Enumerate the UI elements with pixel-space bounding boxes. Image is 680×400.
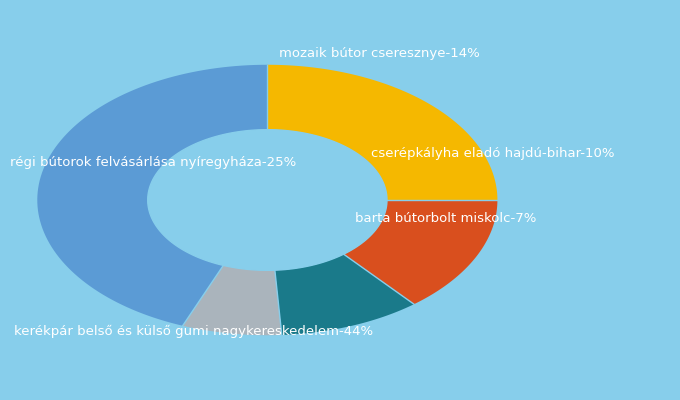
Text: kerékpár belső és külső gumi nagykereskedelem-44%: kerékpár belső és külső gumi nagykereske… (14, 325, 373, 338)
Polygon shape (275, 254, 414, 335)
Polygon shape (37, 65, 267, 326)
Text: régi bútorok felvásárlása nyíregyháza-25%: régi bútorok felvásárlása nyíregyháza-25… (10, 156, 296, 169)
Text: barta bútorbolt miskolc-7%: barta bútorbolt miskolc-7% (355, 212, 536, 225)
Polygon shape (183, 265, 282, 335)
Polygon shape (148, 130, 387, 270)
Polygon shape (343, 200, 497, 304)
Text: mozaik bútor cseresznye-14%: mozaik bútor cseresznye-14% (279, 47, 479, 60)
Text: cserépkályha eladó hajdú-bihar-10%: cserépkályha eladó hajdú-bihar-10% (371, 146, 615, 160)
Polygon shape (267, 65, 497, 200)
